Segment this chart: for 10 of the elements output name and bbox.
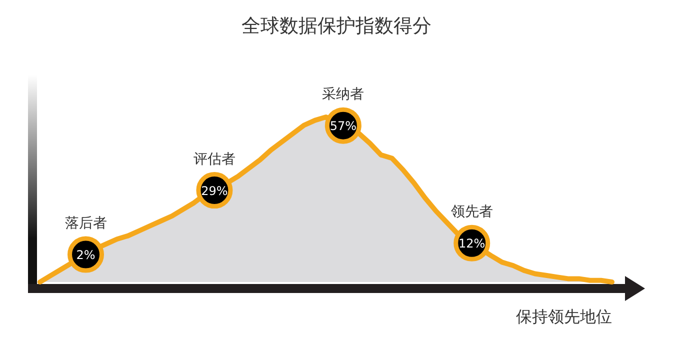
chart-title: 全球数据保护指数得分 <box>242 15 432 37</box>
x-axis-title: 保持领先地位 <box>516 307 612 326</box>
annotation: 评估者 <box>193 151 236 168</box>
annotation: 领先者 <box>450 204 493 220</box>
annotation: 落后者 <box>64 216 107 232</box>
annotation: 2% <box>76 248 96 262</box>
annotation: 57% <box>330 119 356 134</box>
annotation: 12% <box>458 236 486 251</box>
text: 采纳者 <box>322 86 364 103</box>
annotation: 29% <box>201 184 228 198</box>
